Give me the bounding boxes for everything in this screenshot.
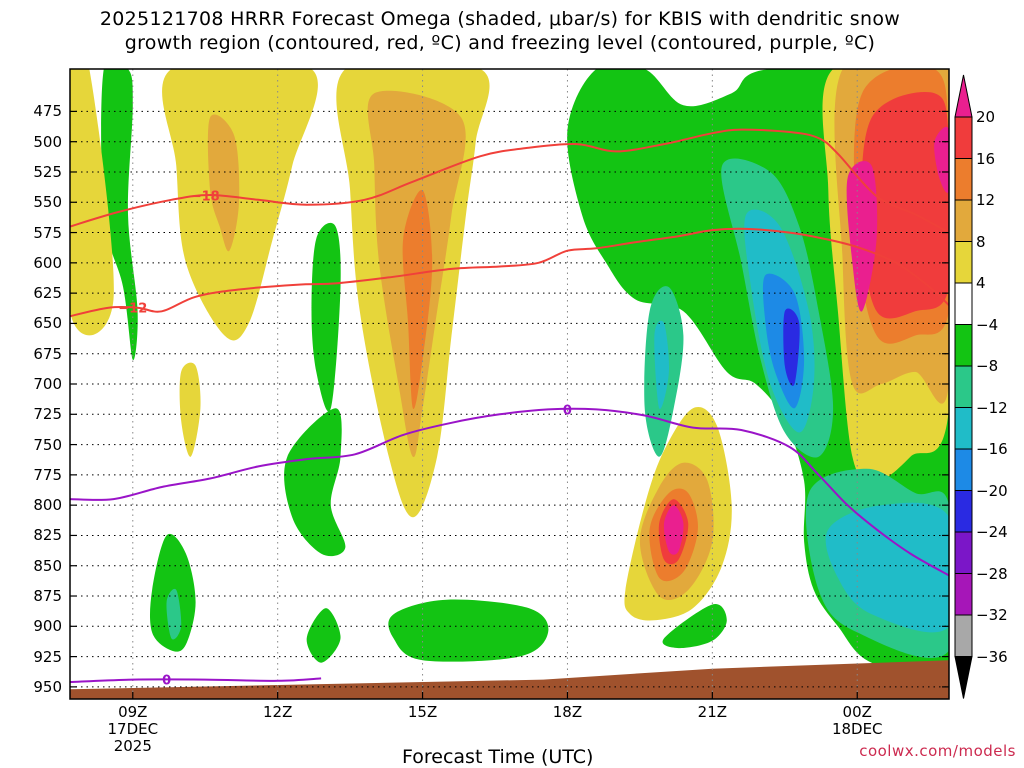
y-tick-label: 500	[33, 132, 62, 151]
y-tick-label: 575	[33, 223, 62, 242]
omega-region-12	[306, 608, 341, 663]
colorbar-label: −20	[976, 481, 1008, 500]
colorbar-bin	[954, 490, 973, 533]
omega-region-7	[402, 189, 433, 409]
x-tick-sub1: 18DEC	[831, 720, 883, 738]
freezing-level-surface-contour-label: 0	[162, 674, 171, 689]
colorbar-bin	[954, 448, 973, 491]
omega-region-4	[311, 222, 341, 412]
dgz-top-contour	[70, 128, 949, 234]
colorbar-label: 8	[976, 232, 986, 251]
omega-region-13	[388, 599, 549, 662]
dgz-bottom-contour	[70, 227, 949, 318]
y-tick-label: 600	[33, 253, 62, 272]
y-tick-label: 475	[33, 102, 62, 121]
gridlines	[70, 69, 949, 699]
colorbar-bin	[954, 614, 973, 657]
credit-link[interactable]: coolwx.com/models	[859, 742, 1016, 760]
colorbar-label: −24	[976, 523, 1008, 541]
colorbar-bin	[954, 158, 973, 201]
colorbar-bin	[954, 116, 973, 159]
x-tick-sub1: 17DEC	[107, 720, 159, 738]
omega-region-2	[162, 69, 318, 341]
y-tick-label: 725	[33, 405, 62, 424]
y-tick-label: 650	[33, 314, 62, 333]
y-tick-label: 525	[33, 162, 62, 181]
colorbar-bin	[954, 282, 973, 325]
x-tick-label: 18Z	[552, 703, 583, 721]
y-tick-label: 950	[33, 677, 62, 696]
omega-region-21	[934, 126, 949, 193]
colorbar-label: −32	[976, 606, 1008, 624]
y-tick-label: 700	[33, 375, 62, 393]
temperature-contours: −18 −12 0 0	[70, 128, 949, 689]
omega-region-3	[207, 114, 240, 252]
colorbar-bin	[954, 241, 973, 284]
dgz-bottom-contour-label: −12	[118, 302, 147, 317]
omega-region-19	[861, 92, 949, 319]
colorbar-label: −16	[976, 440, 1008, 458]
x-axis-title: Forecast Time (UTC)	[402, 746, 594, 768]
omega-region-15	[662, 604, 727, 649]
colorbar-bin	[954, 407, 973, 450]
colorbar-label: −12	[976, 398, 1008, 417]
omega-region-34	[663, 505, 684, 555]
omega-region-29	[783, 308, 800, 386]
x-tick-label: 00Z	[842, 703, 872, 721]
colorbar-label: −28	[976, 564, 1008, 583]
x-tick-sub2: 2025	[113, 737, 152, 755]
freezing-level-upper-contour	[70, 407, 949, 577]
y-tick-label: 800	[33, 496, 62, 515]
colorbar-bin-bottom-arrow	[954, 656, 973, 699]
y-tick-label: 550	[33, 193, 62, 212]
x-tick-label: 09Z	[118, 703, 148, 721]
x-tick-label: 21Z	[697, 703, 728, 721]
omega-region-1	[70, 69, 114, 336]
dgz-top-contour-label: −18	[191, 190, 220, 205]
omega-region-0	[101, 69, 138, 360]
omega-region-27	[654, 320, 670, 410]
y-tick-label: 775	[33, 465, 62, 484]
colorbar-label: 4	[976, 274, 986, 292]
colorbar-label: 12	[976, 191, 996, 209]
y-tick-label: 825	[33, 526, 62, 545]
y-tick-label: 850	[33, 556, 62, 575]
freezing-level-upper-contour-label: 0	[563, 403, 572, 418]
colorbar-label: −36	[976, 647, 1008, 666]
y-tick-label: 625	[33, 284, 62, 303]
y-tick-label: 900	[33, 617, 62, 636]
x-tick-label: 12Z	[262, 703, 293, 721]
colorbar-label: 20	[976, 108, 996, 126]
colorbar-label: 16	[976, 149, 996, 168]
omega-region-8	[179, 362, 201, 457]
omega-region-20	[846, 160, 878, 312]
axis-ticks	[70, 110, 949, 699]
omega-region-11	[166, 588, 182, 640]
chart-title-line-2: growth region (contoured, red, ºC) and f…	[124, 32, 876, 54]
colorbar	[954, 74, 973, 699]
y-tick-label: 925	[33, 647, 62, 666]
colorbar-bin	[954, 573, 973, 616]
colorbar-bin	[954, 199, 973, 242]
colorbar-bin	[954, 365, 973, 408]
y-tick-label: 675	[33, 344, 62, 363]
y-tick-label: 875	[33, 587, 62, 606]
colorbar-bin	[954, 324, 973, 367]
omega-region-9	[284, 408, 346, 557]
colorbar-bin-top-arrow	[954, 74, 973, 118]
y-tick-label: 750	[33, 435, 62, 454]
freezing-level-surface-contour	[70, 677, 322, 683]
terrain-surface	[70, 660, 949, 699]
x-tick-label: 15Z	[407, 703, 438, 721]
colorbar-bin	[954, 531, 973, 574]
chart-title-line-1: 2025121708 HRRR Forecast Omega (shaded, …	[99, 8, 901, 30]
omega-shading	[70, 69, 949, 699]
colorbar-label: −8	[976, 357, 999, 375]
colorbar-label: −4	[976, 315, 999, 334]
